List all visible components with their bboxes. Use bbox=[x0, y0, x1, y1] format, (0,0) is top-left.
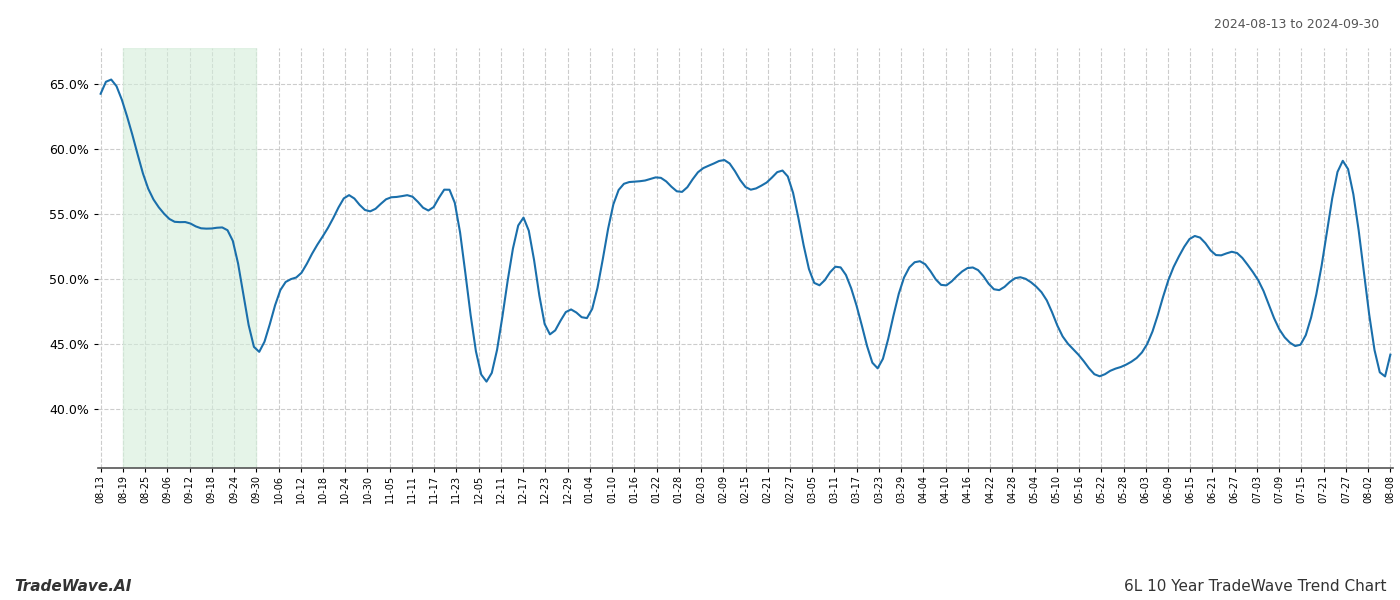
Text: 6L 10 Year TradeWave Trend Chart: 6L 10 Year TradeWave Trend Chart bbox=[1123, 579, 1386, 594]
Text: TradeWave.AI: TradeWave.AI bbox=[14, 579, 132, 594]
Bar bbox=[123, 48, 256, 468]
Text: 2024-08-13 to 2024-09-30: 2024-08-13 to 2024-09-30 bbox=[1214, 18, 1379, 31]
